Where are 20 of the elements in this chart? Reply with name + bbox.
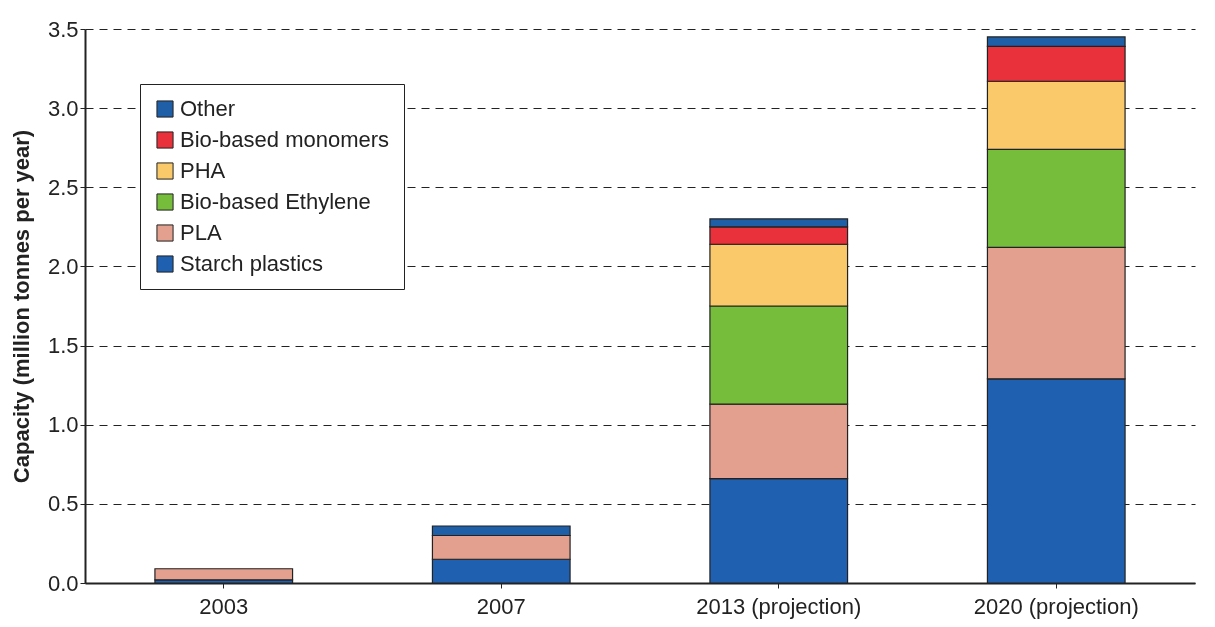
legend-label: Other <box>180 96 236 121</box>
y-axis-title: Capacity (million tonnes per year) <box>8 129 34 484</box>
y-tick-label: 2.0 <box>47 253 79 279</box>
legend-label: PLA <box>180 220 222 245</box>
y-tick-label: 2.5 <box>47 174 79 200</box>
x-tick-label: 2003 <box>199 593 249 619</box>
legend-label: Starch plastics <box>180 251 324 276</box>
y-tick-label: 1.0 <box>47 412 79 438</box>
x-tick-label: 2020 (projection) <box>973 593 1139 619</box>
x-tick-label: 2013 (projection) <box>696 593 862 619</box>
y-tick-label: 1.5 <box>47 333 79 359</box>
y-tick-label: 3.5 <box>47 16 79 42</box>
legend-label: Bio-based monomers <box>180 127 390 152</box>
bar <box>154 568 294 581</box>
legend-label: Bio-based Ethylene <box>180 189 371 214</box>
y-tick-label: 3.0 <box>47 95 79 121</box>
legend-label: PHA <box>180 158 226 183</box>
x-tick-label: 2007 <box>476 593 526 619</box>
y-tick-label: 0.5 <box>47 491 79 517</box>
y-tick-label: 0.0 <box>47 570 79 596</box>
